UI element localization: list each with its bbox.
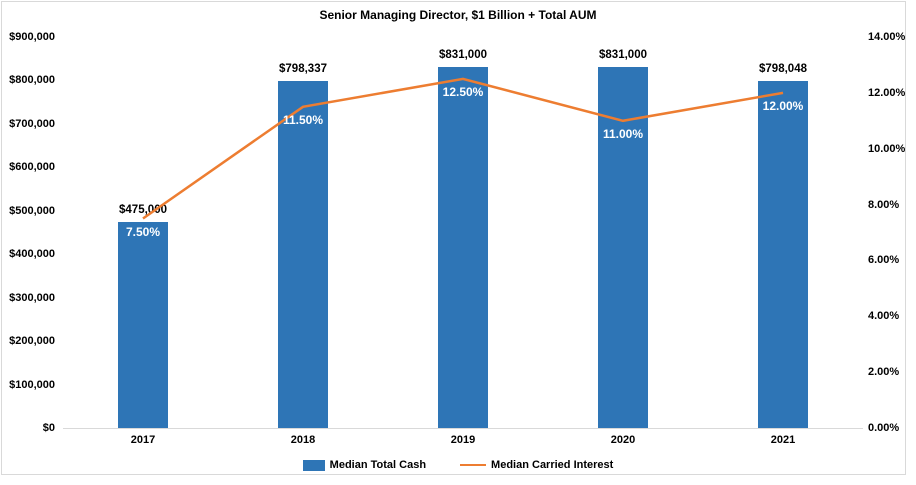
bar-2017 xyxy=(118,221,168,428)
bar-swatch-icon xyxy=(302,459,325,471)
y-axis-tick-left: $900,000 xyxy=(9,31,55,43)
y-axis-tick-right: 12.00% xyxy=(868,86,906,99)
y-axis-tick-left: $200,000 xyxy=(9,335,55,348)
line-point-label: 12.50% xyxy=(442,84,484,99)
line-point-label: 12.00% xyxy=(762,98,804,113)
y-axis-tick-right: 2.00% xyxy=(868,366,900,379)
y-axis-tick-left: $300,000 xyxy=(9,291,55,304)
y-axis-tick-left: $500,000 xyxy=(9,204,55,217)
line-point-label: 11.50% xyxy=(282,112,324,127)
y-axis-tick-left: $0 xyxy=(42,422,55,434)
y-axis-tick-right: 10.00% xyxy=(868,142,906,155)
chart-title: Senior Managing Director, $1 Billion + T… xyxy=(319,8,597,22)
x-axis-line xyxy=(63,428,863,429)
bar-value-label: $798,048 xyxy=(759,63,807,76)
line-point-label: 7.50% xyxy=(125,224,161,239)
bar-2020 xyxy=(598,66,648,428)
y-axis-tick-left: $800,000 xyxy=(9,74,55,87)
line-swatch-icon xyxy=(460,463,487,467)
bar-2018 xyxy=(278,81,328,428)
bar-value-label: $798,337 xyxy=(279,63,327,76)
x-axis-label: 2021 xyxy=(770,434,796,446)
x-axis-label: 2020 xyxy=(610,434,636,446)
x-axis-label: 2017 xyxy=(130,434,156,446)
x-axis-label: 2019 xyxy=(450,434,476,446)
y-axis-tick-left: $600,000 xyxy=(9,161,55,174)
bar-value-label: $831,000 xyxy=(599,48,647,61)
line-point-label: 11.00% xyxy=(602,126,644,141)
y-axis-tick-right: 8.00% xyxy=(868,198,900,211)
legend-item-total-cash: Median Total Cash xyxy=(302,459,427,471)
legend-item-carried-interest: Median Carried Interest xyxy=(460,459,613,471)
y-axis-tick-right: 4.00% xyxy=(868,310,900,323)
bar-value-label: $475,000 xyxy=(119,203,167,216)
bar-2021 xyxy=(758,81,808,428)
y-axis-tick-left: $700,000 xyxy=(9,117,55,130)
y-axis-tick-right: 6.00% xyxy=(868,254,900,267)
y-axis-tick-right: 0.00% xyxy=(868,422,900,434)
legend-label: Median Total Cash xyxy=(329,459,427,471)
bar-2019 xyxy=(438,66,488,428)
bar-value-label: $831,000 xyxy=(439,48,487,61)
y-axis-tick-right: 14.00% xyxy=(868,31,906,43)
y-axis-tick-left: $100,000 xyxy=(9,378,55,391)
legend-label: Median Carried Interest xyxy=(491,459,614,471)
chart-legend: Median Total Cash Median Carried Interest xyxy=(0,459,916,471)
x-axis-label: 2018 xyxy=(290,434,316,446)
y-axis-tick-left: $400,000 xyxy=(9,248,55,261)
chart-frame-border xyxy=(1,1,906,475)
